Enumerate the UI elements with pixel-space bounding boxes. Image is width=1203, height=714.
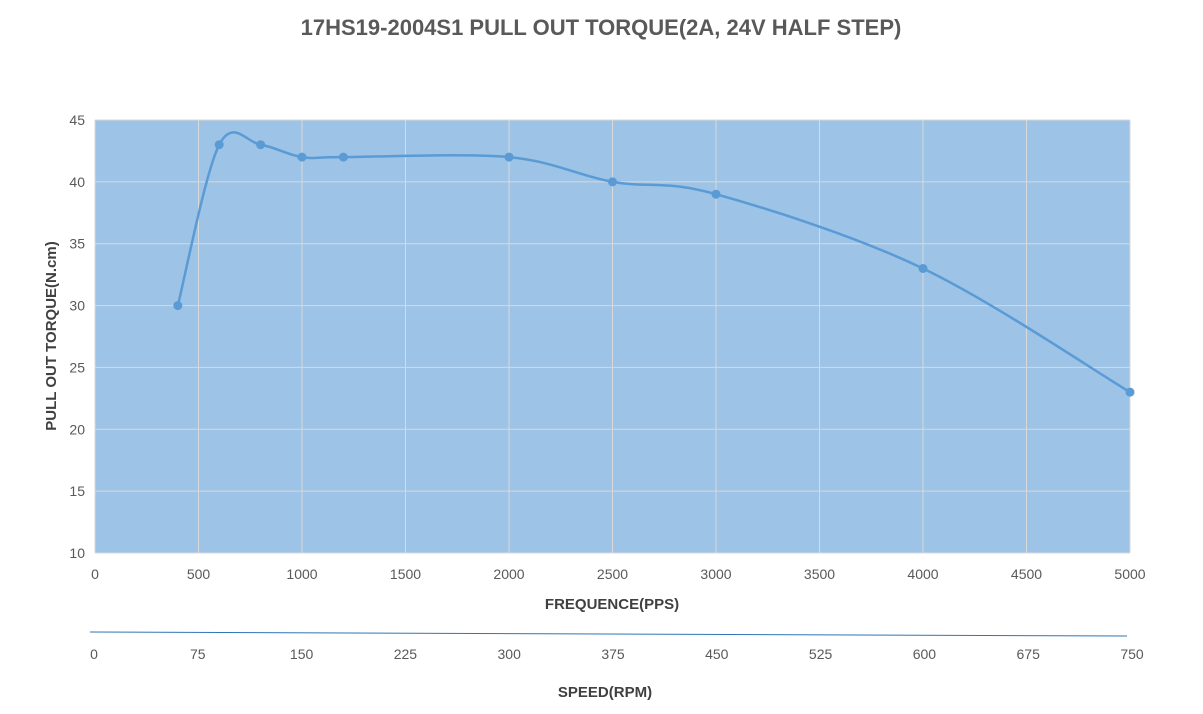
secondary-x-axis-label: SPEED(RPM): [558, 684, 652, 701]
y-tick-label: 25: [69, 359, 85, 375]
secondary-x-tick-label: 675: [1017, 646, 1041, 662]
secondary-axis-ticks: 0 75 150 225 300 375 450 525 600 675 750: [90, 646, 1144, 662]
x-tick-label: 3500: [804, 566, 835, 582]
y-axis-label: PULL OUT TORQUE(N.cm): [43, 241, 60, 430]
secondary-x-tick-label: 450: [705, 646, 729, 662]
data-point: [711, 189, 721, 199]
plot-area: 0 500 1000 1500 2000 2500 3000 3500 4000 4500 5000…: [69, 112, 1145, 582]
secondary-x-tick-label: 525: [809, 646, 833, 662]
y-tick-label: 45: [69, 112, 85, 128]
x-tick-label: 500: [187, 566, 211, 582]
y-tick-label: 35: [69, 236, 85, 252]
data-point: [338, 152, 348, 162]
y-tick-label: 10: [69, 545, 85, 561]
data-point: [918, 263, 928, 273]
x-tick-label: 4000: [907, 566, 938, 582]
secondary-x-tick-label: 0: [90, 646, 98, 662]
secondary-x-tick-label: 225: [394, 646, 418, 662]
secondary-x-tick-label: 150: [290, 646, 314, 662]
x-tick-label: 2000: [493, 566, 524, 582]
x-tick-label: 0: [91, 566, 99, 582]
data-point: [173, 301, 183, 311]
x-tick-label: 4500: [1011, 566, 1042, 582]
data-point: [256, 140, 266, 150]
x-axis-label: FREQUENCE(PPS): [545, 596, 679, 613]
secondary-x-tick-label: 300: [498, 646, 522, 662]
data-point: [1125, 387, 1135, 397]
secondary-x-tick-label: 75: [190, 646, 206, 662]
y-tick-label: 20: [69, 421, 85, 437]
data-point: [608, 177, 617, 187]
data-point: [504, 152, 514, 162]
x-tick-label: 3000: [700, 566, 731, 582]
x-tick-label: 1500: [390, 566, 421, 582]
x-tick-label: 2500: [597, 566, 628, 582]
y-tick-label: 30: [69, 298, 85, 314]
data-point: [297, 152, 307, 162]
chart-title: 17HS19-2004S1 PULL OUT TORQUE(2A, 24V HA…: [301, 15, 902, 40]
y-tick-label: 40: [69, 174, 85, 190]
x-tick-label: 5000: [1114, 566, 1145, 582]
secondary-x-tick-label: 600: [913, 646, 937, 662]
secondary-x-tick-label: 375: [601, 646, 625, 662]
secondary-x-tick-label: 750: [1120, 646, 1144, 662]
y-tick-label: 15: [69, 483, 85, 499]
data-point: [214, 140, 224, 150]
secondary-axis-line: [89, 631, 1128, 637]
x-tick-label: 1000: [286, 566, 317, 582]
